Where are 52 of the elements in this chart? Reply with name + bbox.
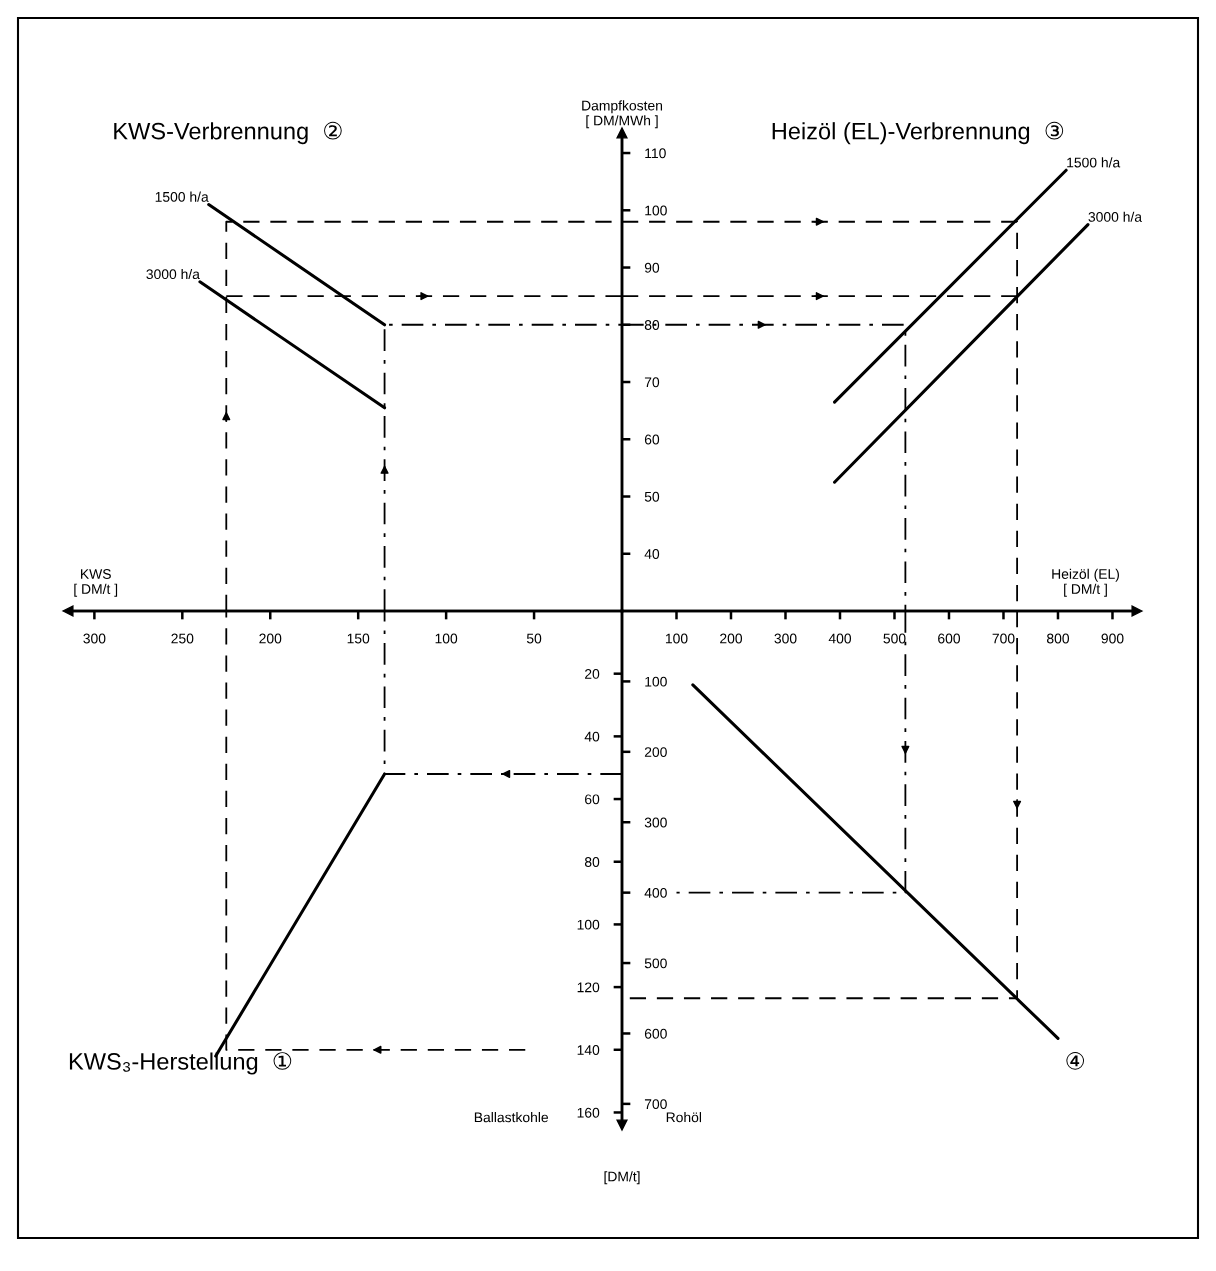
y-tick-label: 100: [645, 676, 667, 687]
x-tick-label: 800: [1047, 633, 1070, 644]
series-label: 1500 h/a: [155, 191, 209, 202]
y-tick-label: 600: [644, 1028, 667, 1039]
x-tick-label: 150: [347, 633, 370, 644]
y-tick-label: 80: [584, 857, 600, 867]
y-tick-label: 20: [585, 669, 600, 679]
text: [DM/t]: [604, 1171, 640, 1185]
x-tick-label: 300: [83, 633, 106, 644]
x-tick-label: 500: [883, 633, 906, 644]
x-tick-label: 250: [171, 633, 194, 644]
y-tick-label: 500: [644, 958, 667, 969]
y-tick-label: 60: [585, 794, 600, 805]
x-tick-label: 100: [665, 633, 688, 644]
x-tick-label: 50: [526, 633, 542, 644]
x-tick-label: 700: [992, 633, 1015, 644]
x-tick-label: 300: [774, 633, 797, 644]
y-tick-label: 160: [577, 1107, 600, 1118]
y-tick-label: 700: [644, 1099, 667, 1110]
y-tick-label: 400: [644, 887, 667, 898]
y-tick-label: 110: [645, 148, 666, 159]
y-tick-label: 120: [577, 982, 600, 993]
x-axis-title: Heizöl (EL) [ DM/t ]: [1052, 568, 1119, 597]
y-tick-label: 90: [644, 262, 660, 273]
y-tick-label: 50: [644, 491, 660, 502]
series-label: 3000 h/a: [1088, 211, 1143, 222]
x-tick-label: 900: [1101, 633, 1124, 644]
y-axis-title: Rohöl: [666, 1112, 702, 1123]
y-tick-label: 100: [645, 205, 667, 216]
y-tick-label: 70: [644, 377, 660, 388]
y-tick-label: 80: [644, 320, 660, 330]
y-tick-label: 140: [577, 1045, 600, 1055]
series-label: 3000 h/a: [146, 268, 200, 280]
x-tick-label: 200: [259, 633, 282, 644]
chart-title: KWS-Verbrennung ②: [114, 121, 342, 145]
y-tick-label: 40: [584, 731, 600, 742]
x-tick-label: 400: [828, 633, 852, 644]
x-tick-label: 600: [938, 633, 961, 644]
text: KWS₃-Herstellung ①: [69, 1052, 292, 1075]
y-axis-title: Ballastkohle: [474, 1112, 549, 1123]
x-axis-title: KWS [ DM/t ]: [74, 569, 118, 597]
x-tick-label: 200: [720, 633, 743, 644]
text: ④: [1066, 1051, 1085, 1070]
x-tick-label: 100: [435, 633, 458, 644]
y-tick-label: 200: [644, 747, 667, 757]
y-tick-label: 40: [644, 549, 660, 559]
y-axis-title: Dampfkosten [ DM/MWh ]: [582, 100, 663, 129]
y-tick-label: 60: [644, 434, 660, 445]
y-tick-label: 300: [644, 817, 667, 828]
chart-title: Heizöl (EL)-Verbrennung ③: [772, 121, 1064, 145]
y-tick-label: 100: [577, 919, 600, 930]
series-label: 1500 h/a: [1067, 157, 1121, 168]
